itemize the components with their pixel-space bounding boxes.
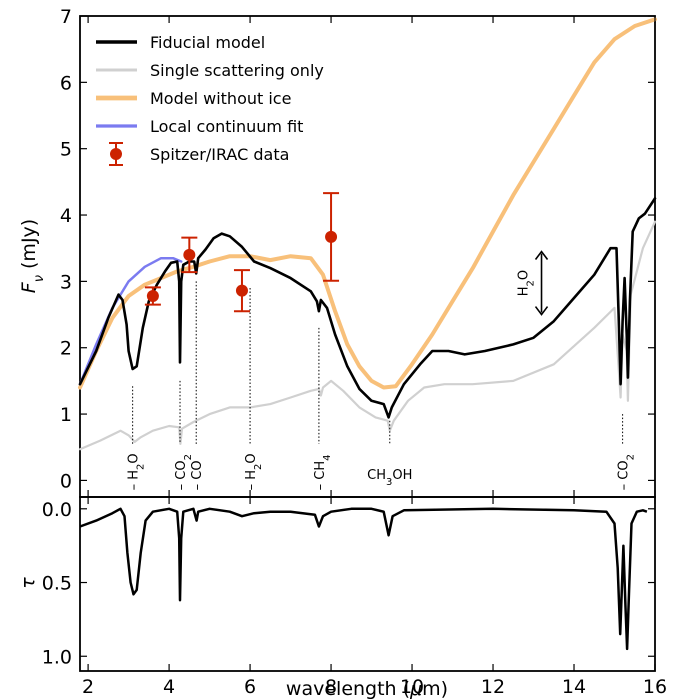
legend-label-single-scattering-only: Single scattering only <box>150 61 324 80</box>
x-tick-label-8: 8 <box>325 676 337 698</box>
top-series-layer <box>78 17 657 451</box>
y-tick-label-1: 1.0 <box>42 646 72 668</box>
y-tick-label-0: 0.0 <box>42 499 72 521</box>
bottom-series-layer <box>79 507 648 651</box>
y-tick-label-6: 6 <box>60 72 72 94</box>
molecule-label-5: CH3OH <box>367 468 412 488</box>
y-tick-label-4: 4 <box>60 205 72 227</box>
bottom-axis-ticks: 2 4 6 8 10 12 14 16 0.0 0.5 1.0 <box>42 497 667 698</box>
x-axis-label: wavelength (μm) <box>286 678 448 700</box>
molecule-label-6: – CO2 <box>617 454 637 490</box>
top-dotted-markers <box>132 281 624 444</box>
y-tick-label-0.5: 0.5 <box>42 573 72 595</box>
data-point-3 <box>325 230 338 243</box>
data-point-1 <box>183 248 196 261</box>
legend-label-fiducial-model: Fiducial model <box>150 33 265 52</box>
molecule-label-0: – H2O <box>127 453 147 490</box>
y-tick-label-1: 1 <box>60 404 72 426</box>
irac-data-points <box>144 192 340 313</box>
side-annotation-label: H2O <box>517 270 537 296</box>
bottom-panel: 2 4 6 8 10 12 14 16 0.0 0.5 1.0 τ wavelength (μm) <box>17 496 667 700</box>
series-line-model-without-ice <box>78 17 657 390</box>
legend-label-model-without-ice: Model without ice <box>150 89 291 108</box>
legend: Fiducial model Single scattering only Mode… <box>96 33 324 166</box>
legend-label-local-continuum-fit: Local continuum fit <box>150 117 303 136</box>
bottom-y-axis-label: τ <box>17 577 39 589</box>
bottom-panel-frame <box>79 496 656 672</box>
x-tick-label-2: 2 <box>82 676 94 698</box>
x-tick-label-4: 4 <box>163 676 175 698</box>
data-point-2 <box>235 284 248 297</box>
arrow-head-up <box>534 250 549 261</box>
series-line-single-scattering-only <box>78 220 657 451</box>
x-tick-label-10: 10 <box>400 676 424 698</box>
y-tick-label-0: 0 <box>60 470 72 492</box>
series-line-local-continuum-fit <box>78 256 183 386</box>
series-line-optical-depth <box>79 507 648 651</box>
molecule-label-2: – CO <box>190 460 205 490</box>
top-y-axis-label: Fν (mJy) <box>18 219 47 293</box>
legend-label-spitzer-irac-data: Spitzer/IRAC data <box>150 145 289 164</box>
y-tick-label-3: 3 <box>60 271 72 293</box>
x-tick-label-16: 16 <box>643 676 667 698</box>
legend-swatch-spitzer-irac-data <box>110 148 122 160</box>
data-point-0 <box>146 289 159 302</box>
molecule-label-3: – H2O <box>244 453 264 490</box>
x-tick-label-12: 12 <box>481 676 505 698</box>
x-tick-label-14: 14 <box>562 676 586 698</box>
h2o-side-annotation: H2O <box>517 250 549 316</box>
molecule-label-1: – CO2 <box>174 454 194 490</box>
y-tick-label-2: 2 <box>60 338 72 360</box>
arrow-head-down <box>534 306 549 316</box>
top-axis-ticks: 0 1 2 3 4 5 6 7 <box>60 6 656 497</box>
series-line-fiducial-model <box>78 197 657 419</box>
y-tick-label-5: 5 <box>60 139 72 161</box>
molecule-label-4: – CH4 <box>313 454 333 490</box>
x-tick-label-6: 6 <box>244 676 256 698</box>
y-tick-label-7: 7 <box>60 6 72 28</box>
